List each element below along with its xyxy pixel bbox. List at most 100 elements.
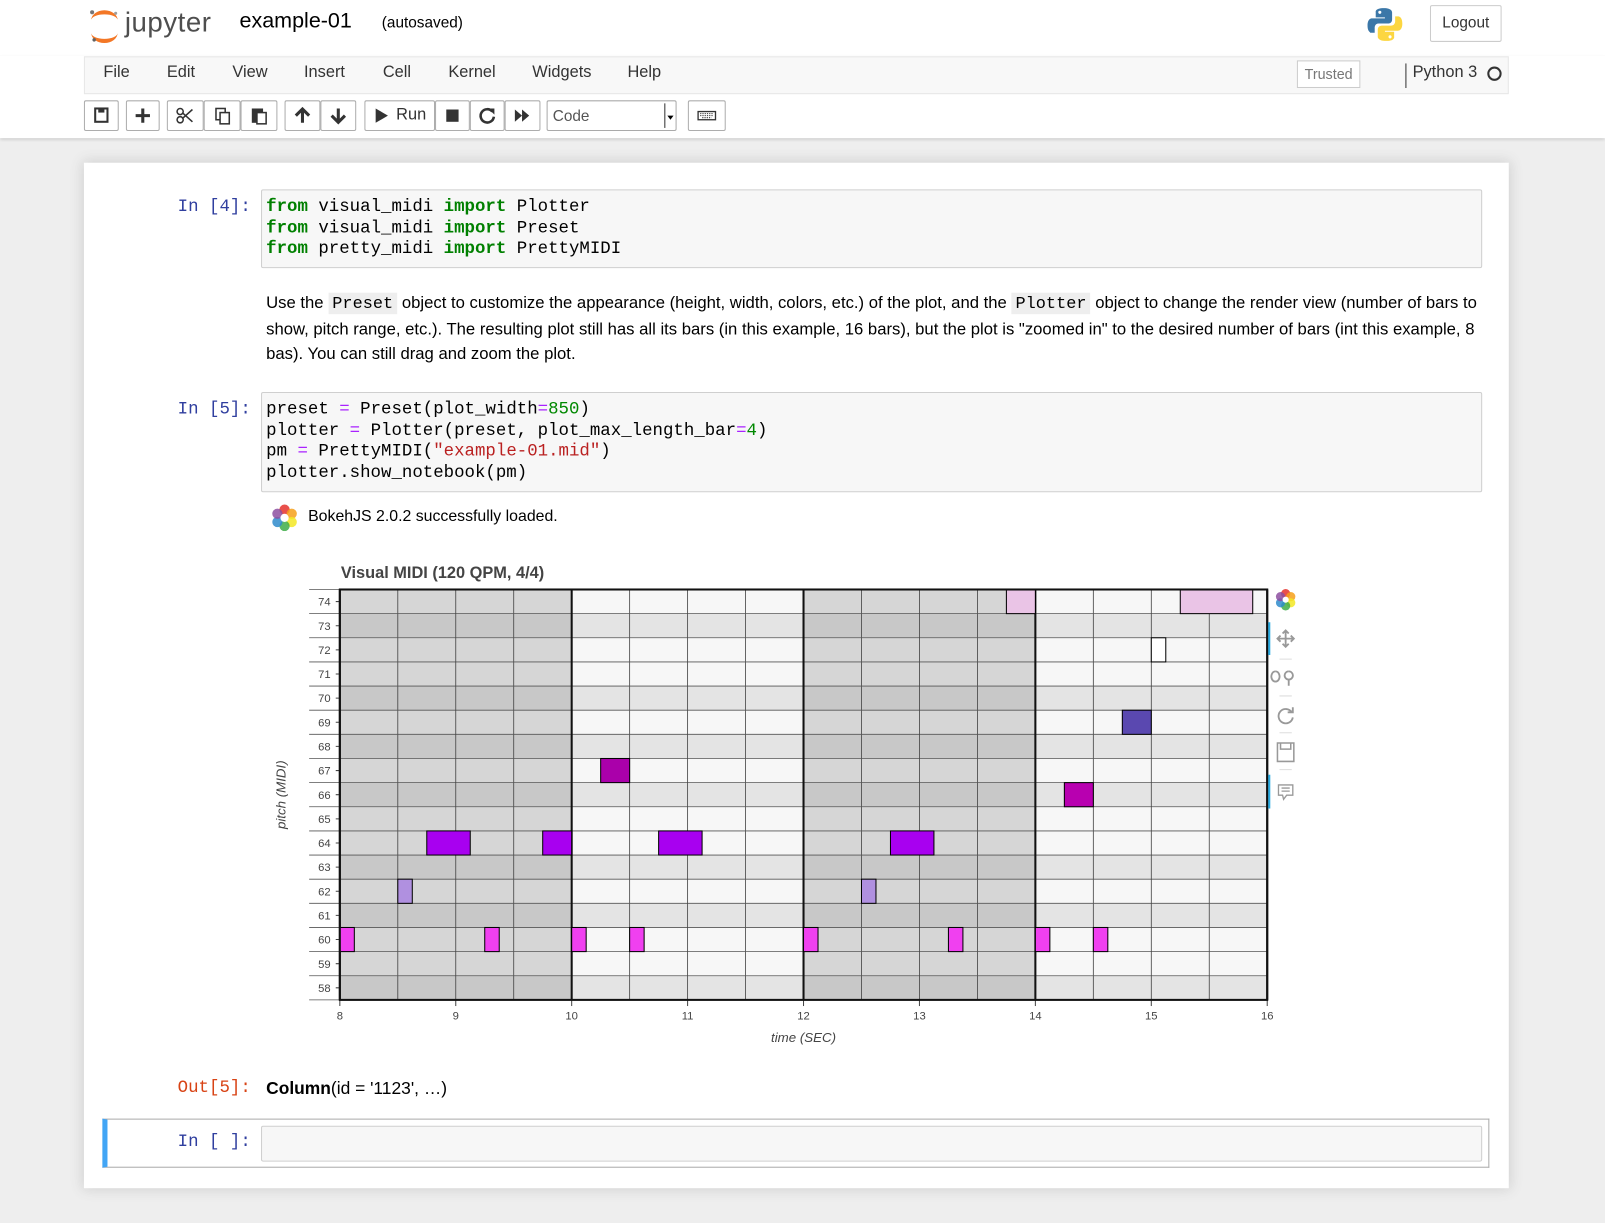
kernel-status: [1487, 66, 1502, 81]
markdown-cell: Use the Preset object to customize the a…: [266, 291, 1484, 367]
active-tool-marker: [1268, 774, 1271, 809]
code-input[interactable]: from visual_midi import Plotter from visu…: [261, 189, 1483, 269]
bokeh-logo: [272, 504, 297, 532]
x-tick-label: 10: [565, 1010, 578, 1022]
x-axis-label: time (SEC): [771, 1030, 836, 1045]
menu-item[interactable]: File: [103, 63, 130, 81]
run-all-button[interactable]: [504, 100, 541, 131]
code-line: from visual_midi import Preset: [266, 219, 621, 240]
bokeh-message: BokehJS 2.0.2 successfully loaded.: [308, 507, 558, 526]
y-tick-label: 58: [318, 983, 331, 995]
note: [1121, 709, 1152, 735]
code-token: ): [600, 442, 611, 462]
code-line: from visual_midi import Plotter: [266, 198, 621, 219]
y-tick-label: 69: [318, 717, 331, 729]
active-tool-marker: [1268, 622, 1271, 655]
interrupt-button[interactable]: [435, 100, 470, 131]
menu-item[interactable]: Cell: [382, 63, 412, 81]
hover-tool: [1277, 784, 1294, 801]
copy-button[interactable]: [203, 100, 241, 131]
cut-icon: [176, 107, 193, 124]
move-up-button[interactable]: [284, 100, 321, 131]
y-tick-label: 63: [318, 862, 331, 874]
x-tick-label: 13: [913, 1010, 926, 1022]
code-token: 4: [746, 421, 757, 441]
plot-toolbar: [1268, 588, 1296, 809]
code-token: plotter: [266, 421, 350, 441]
code-token: =: [339, 400, 350, 420]
code-token: pretty_midi: [307, 239, 444, 259]
save-button[interactable]: [83, 100, 119, 131]
code-token: =: [297, 442, 308, 462]
code-token: Plotter: [506, 197, 590, 217]
menu-bar: [83, 56, 1509, 95]
code-token: (id = '1123', …): [330, 1078, 448, 1099]
run-icon: [375, 108, 388, 123]
code-token: import: [443, 218, 507, 238]
restart-icon: [479, 107, 496, 124]
input-prompt: In [4]:: [177, 197, 251, 217]
code-line: plotter = Plotter(preset, plot_max_lengt…: [266, 421, 767, 442]
brand: jupyter: [124, 7, 212, 38]
selected-cell[interactable]: [102, 1118, 1490, 1168]
kernel-name: Python 3: [1412, 63, 1478, 81]
y-tick-label: 68: [318, 742, 331, 754]
x-tick-label: 12: [797, 1010, 810, 1022]
x-tick-label: 8: [337, 1010, 343, 1022]
input-prompt: In [5]:: [177, 400, 251, 420]
y-tick-label: 71: [318, 669, 331, 681]
code-input[interactable]: [261, 1125, 1483, 1162]
y-tick-label: 72: [318, 645, 331, 657]
code-token: ): [579, 400, 590, 420]
save-icon: [94, 107, 109, 123]
menu-item[interactable]: Kernel: [448, 63, 496, 81]
insert-button[interactable]: [125, 100, 160, 131]
note: [1092, 926, 1109, 953]
code-token: =: [736, 421, 747, 441]
note: [1179, 588, 1254, 615]
keyboard-button[interactable]: [687, 100, 726, 131]
x-tick-label: 16: [1261, 1010, 1274, 1022]
run-button[interactable]: Run: [364, 100, 436, 131]
logout-button[interactable]: Logout: [1429, 5, 1502, 42]
note: [1150, 637, 1167, 663]
code-token: pm: [266, 442, 298, 462]
trusted-indicator[interactable]: Trusted: [1296, 60, 1361, 89]
code-text: from visual_midi import Plotter from visu…: [266, 198, 621, 261]
chart[interactable]: 8 9 10 11 12 13 14 15 16 58 59 60 61 62 63 64 65 66 67 68 69…: [261, 553, 1320, 1054]
code-token: 850: [548, 400, 580, 420]
x-tick-label: 11: [682, 1010, 694, 1022]
menu-item[interactable]: Help: [627, 63, 662, 81]
note: [339, 926, 355, 953]
y-tick-label: 66: [318, 790, 331, 802]
fast-forward-icon: [514, 109, 530, 122]
output-text: Column(id = '1123', …): [266, 1079, 447, 1099]
code-token: ): [756, 421, 768, 441]
y-tick-label: 62: [318, 886, 331, 898]
note: [571, 926, 587, 953]
move-down-button[interactable]: [320, 100, 357, 131]
code-line: from pretty_midi import PrettyMIDI: [266, 239, 621, 260]
menu-item[interactable]: View: [232, 63, 268, 81]
menu-item[interactable]: Widgets: [532, 63, 592, 81]
code-line: pm = PrettyMIDI("example-01.mid"): [266, 442, 767, 463]
paste-button[interactable]: [240, 100, 278, 131]
save-tool: [1276, 742, 1295, 763]
menu-item[interactable]: Insert: [304, 63, 345, 81]
note: [1063, 782, 1094, 808]
menu-item[interactable]: Edit: [166, 63, 196, 81]
y-tick-label: 67: [318, 766, 331, 778]
kernel-divider: [1405, 63, 1407, 89]
code-input[interactable]: preset = Preset(plot_width=850) plotter =…: [261, 391, 1483, 493]
restart-button[interactable]: [469, 100, 505, 131]
input-prompt: In [ ]:: [177, 1132, 251, 1153]
code-token: =: [537, 400, 549, 420]
cut-button[interactable]: [166, 100, 204, 131]
code-token: plotter.show_notebook(pm): [266, 463, 528, 483]
note: [397, 878, 413, 904]
code-token: import: [443, 197, 507, 217]
notebook-name[interactable]: example-01: [239, 9, 352, 33]
cell-type-select[interactable]: Code: [546, 100, 677, 131]
x-tick-label: 9: [453, 1010, 459, 1022]
y-tick-label: 60: [318, 935, 331, 947]
